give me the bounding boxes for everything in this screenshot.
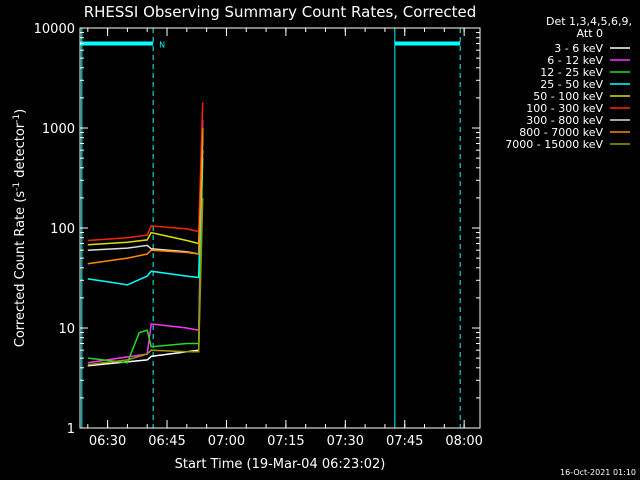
legend-label: 300 - 800 keV — [526, 114, 603, 127]
y-axis-label-sup1: -1 — [12, 182, 22, 191]
y-tick-label: 1 — [67, 422, 75, 437]
series-line — [87, 137, 204, 286]
legend-header-line2: Att 0 — [577, 27, 603, 40]
x-tick-label: 06:45 — [148, 434, 185, 449]
legend-label: 3 - 6 keV — [554, 42, 603, 55]
x-tick-label: 07:45 — [386, 434, 423, 449]
legend-label: 100 - 300 keV — [526, 102, 603, 115]
plot-area: N — [80, 28, 461, 428]
y-axis-label-sup2: -1 — [12, 114, 22, 123]
x-tick-label: 08:00 — [445, 434, 482, 449]
x-tick-label: 07:30 — [327, 434, 364, 449]
legend-label: 7000 - 15000 keV — [505, 138, 603, 151]
series-line — [87, 197, 204, 366]
legend-label: 6 - 12 keV — [547, 54, 603, 67]
y-axis-label-main: Corrected Count Rate (s — [13, 191, 28, 348]
y-tick-label: 10 — [58, 322, 75, 337]
legend-label: 50 - 100 keV — [533, 90, 603, 103]
legend-label: 25 - 50 keV — [540, 78, 603, 91]
flag-label: N — [159, 40, 165, 49]
x-tick-label: 07:15 — [267, 434, 304, 449]
chart-title: RHESSI Observing Summary Count Rates, Co… — [84, 3, 477, 21]
legend-header-line1: Det 1,3,4,5,6,9, — [546, 15, 632, 28]
timestamp: 16-Oct-2021 01:10 — [560, 468, 636, 477]
series-line — [87, 132, 204, 265]
legend-label: 800 - 7000 keV — [519, 126, 603, 139]
y-tick-label: 1000 — [42, 122, 75, 137]
y-tick-label: 100 — [50, 222, 75, 237]
series-line — [87, 158, 204, 364]
x-tick-label: 06:30 — [89, 434, 126, 449]
y-tick-label: 10000 — [34, 22, 75, 37]
y-axis-label: Corrected Count Rate (s-1 detector-1) — [12, 109, 28, 347]
x-tick-label: 07:00 — [208, 434, 245, 449]
y-axis-label-end: ) — [13, 109, 28, 114]
x-axis-label: Start Time (19-Mar-04 06:23:02) — [175, 457, 386, 472]
y-axis-label-mid: detector — [13, 122, 28, 182]
legend-label: 12 - 25 keV — [540, 66, 603, 79]
axis-ticks: 1 10 100 1000 10000 06:30 06:45 07:00 07:15 07:30… — [34, 22, 483, 449]
